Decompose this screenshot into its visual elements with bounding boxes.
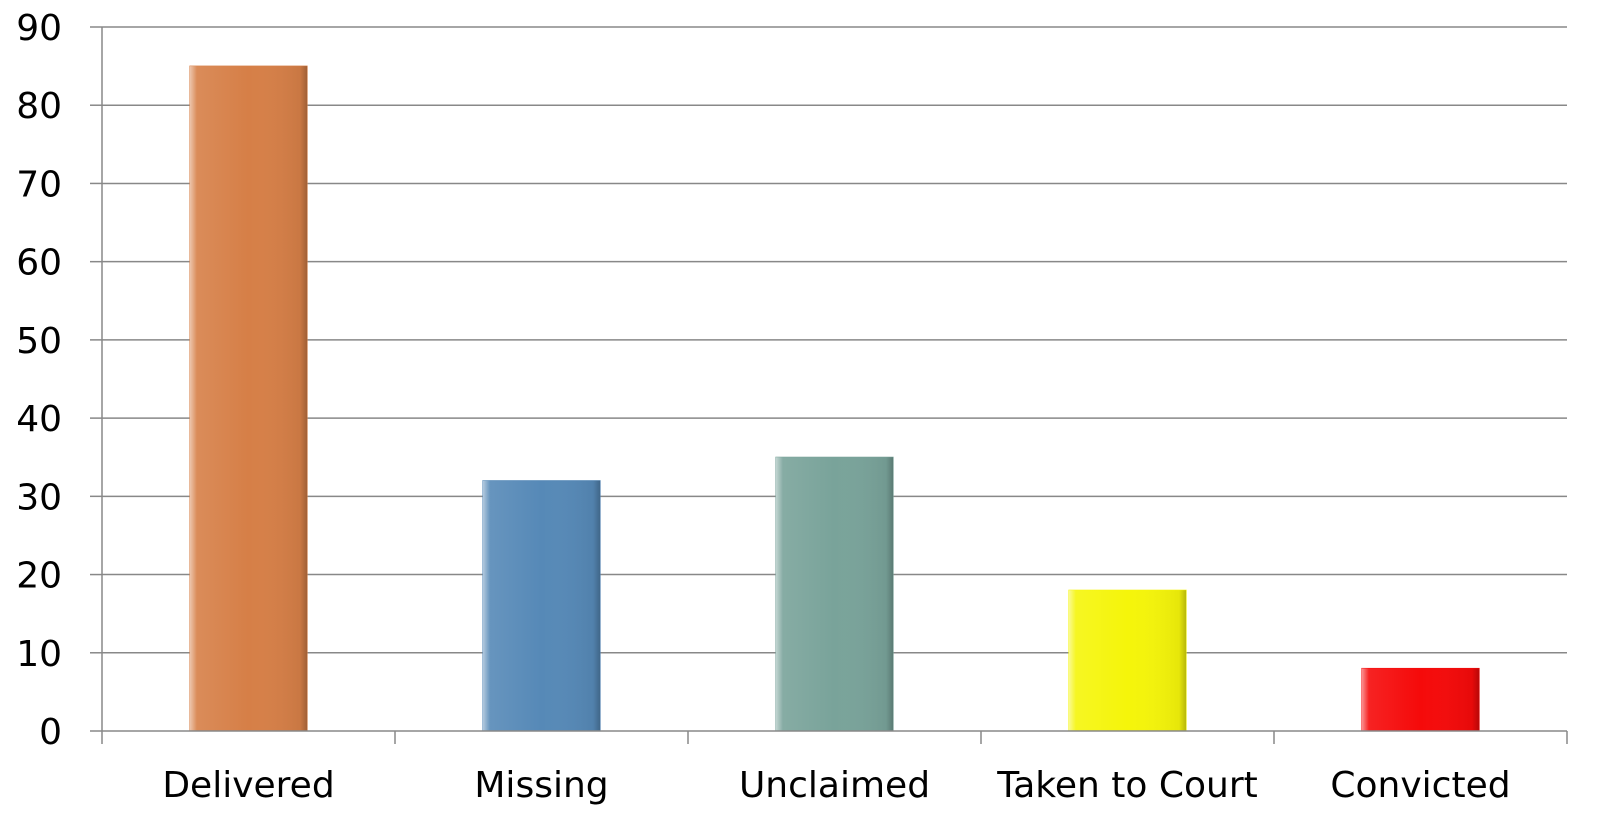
y-tick-label: 10 (16, 634, 62, 675)
y-tick-label: 60 (16, 243, 62, 284)
bar-taken-to-court (1068, 589, 1187, 732)
y-tick-label: 30 (16, 477, 62, 518)
x-category-label: Convicted (1330, 765, 1510, 806)
axes (90, 26, 1568, 744)
labels: 0 10 20 30 40 50 60 70 80 90 Delivered Missing Uncla… (16, 8, 1510, 806)
y-tick-label: 90 (16, 8, 62, 49)
y-tick-label: 40 (16, 399, 62, 440)
x-category-label: Missing (474, 765, 608, 806)
bar-shine (775, 457, 894, 731)
gridlines (102, 26, 1567, 654)
bar-shine (1361, 668, 1480, 731)
bar-shine (189, 66, 308, 732)
bar-convicted (1361, 667, 1480, 732)
y-tick-label: 50 (16, 321, 62, 362)
x-category-label: Delivered (162, 765, 334, 806)
bar-shine (1068, 590, 1187, 731)
y-tick-label: 0 (39, 712, 62, 753)
bars (189, 65, 1480, 732)
x-category-label: Taken to Court (996, 765, 1258, 806)
bar-missing (482, 480, 601, 732)
y-tick-label: 70 (16, 164, 62, 205)
bar-delivered (189, 65, 308, 732)
x-category-label: Unclaimed (739, 765, 930, 806)
bar-shine (482, 480, 601, 731)
y-tick-label: 20 (16, 556, 62, 597)
y-tick-label: 80 (16, 86, 62, 127)
bar-unclaimed (775, 456, 894, 732)
